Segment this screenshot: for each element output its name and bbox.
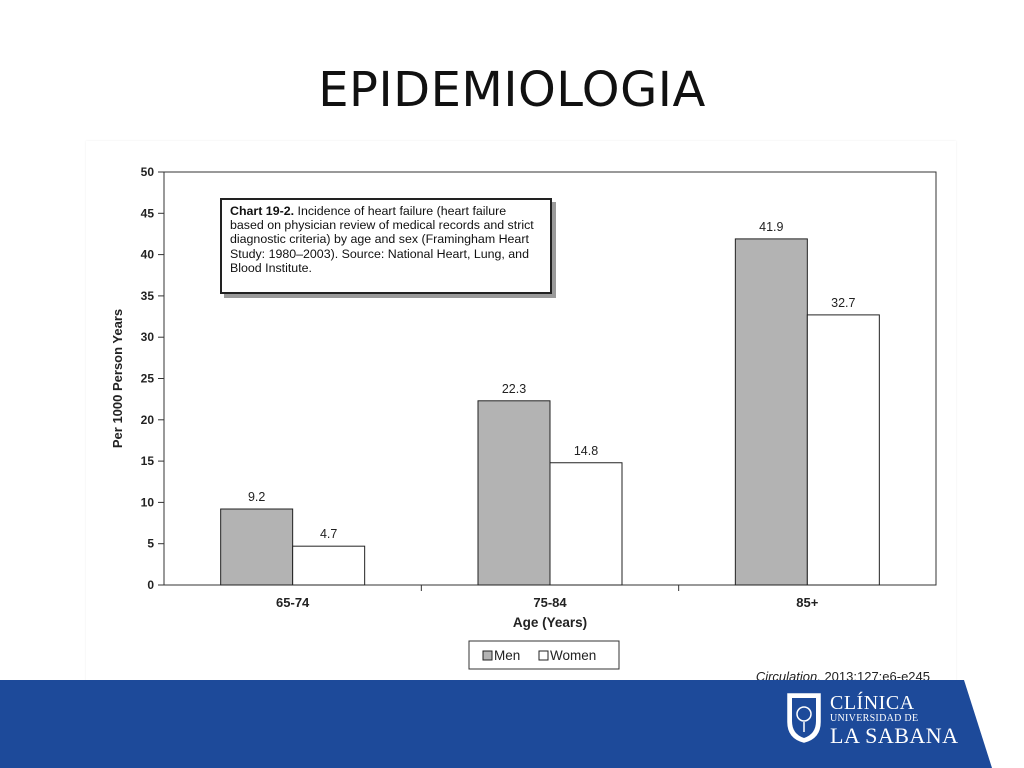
x-tick-label: 65-74: [276, 595, 310, 610]
data-label: 22.3: [502, 382, 526, 396]
logo-line-1: CLÍNICA: [830, 692, 915, 714]
footer-blue-shape: [0, 680, 992, 768]
data-label: 14.8: [574, 444, 598, 458]
chart-caption-box: Chart 19-2. Incidence of heart failure (…: [220, 198, 552, 294]
caption-label: Chart 19-2.: [230, 204, 295, 218]
footer-band: [0, 680, 992, 768]
data-label: 9.2: [248, 490, 265, 504]
y-tick-label: 40: [141, 248, 155, 262]
x-axis-label: Age (Years): [513, 615, 587, 630]
y-tick-label: 0: [147, 578, 154, 592]
bar-women-75-84: [549, 462, 623, 586]
logo-line-2: UNIVERSIDAD DE: [830, 713, 919, 724]
y-axis-label: Per 1000 Person Years: [110, 309, 125, 448]
logo-line-3: LA SABANA: [830, 723, 959, 748]
shield-icon: [787, 693, 821, 743]
legend-label-women: Women: [550, 648, 596, 663]
y-tick-label: 30: [141, 330, 155, 344]
bar-women-85+: [806, 314, 880, 586]
x-tick-label: 75-84: [533, 595, 567, 610]
chart-figure: 0 5 10 15 20 25 30 35 40 45 50 Per 1000 Person Year…: [86, 141, 956, 686]
clinic-logo: CLÍNICA UNIVERSIDAD DE LA SABANA: [786, 692, 966, 748]
data-label: 4.7: [320, 527, 337, 541]
legend-label-men: Men: [494, 648, 520, 663]
y-tick-label: 20: [141, 413, 155, 427]
y-tick-label: 35: [141, 289, 155, 303]
x-tick-label: 85+: [796, 595, 818, 610]
y-tick-label: 45: [141, 206, 155, 220]
caption-text: Incidence of heart failure (heart failur…: [230, 204, 534, 275]
legend-swatch-women: [538, 650, 549, 661]
bar-men-75-84: [477, 400, 551, 586]
data-label: 41.9: [759, 220, 783, 234]
y-tick-label: 15: [141, 454, 155, 468]
bar-men-85+: [734, 238, 808, 586]
bar-men-65-74: [220, 508, 294, 586]
slide-title: EPIDEMIOLOGIA: [318, 62, 706, 118]
y-tick-label: 10: [141, 495, 155, 509]
bar-chart: 0 5 10 15 20 25 30 35 40 45 50 Per 1000 Person Year…: [110, 165, 937, 670]
y-tick-label: 25: [141, 372, 155, 386]
data-label: 32.7: [831, 296, 855, 310]
y-tick-label: 5: [147, 537, 154, 551]
bar-women-65-74: [292, 545, 366, 586]
y-tick-label: 50: [141, 165, 155, 179]
legend-swatch-men: [482, 650, 493, 661]
